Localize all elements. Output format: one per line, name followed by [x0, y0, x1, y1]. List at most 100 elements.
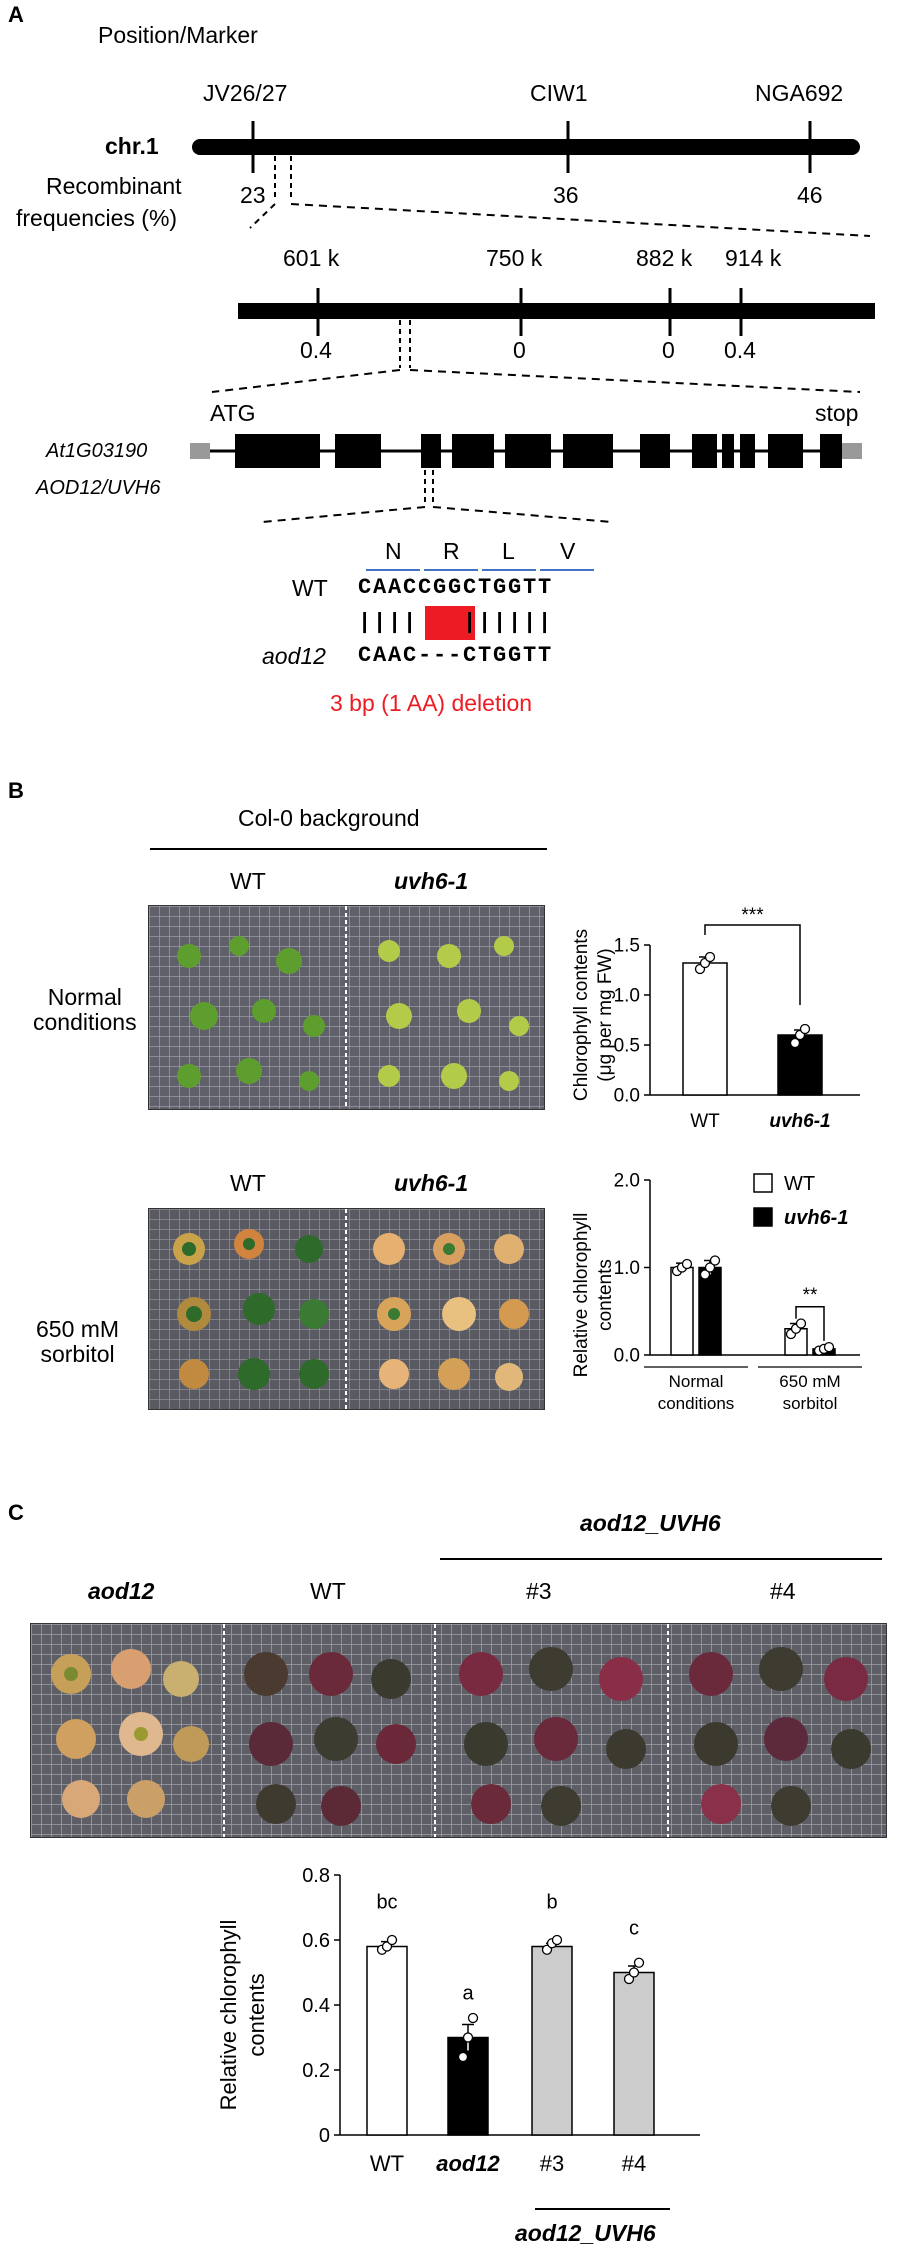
data-point	[799, 1023, 811, 1035]
photo-normal-conditions	[148, 905, 545, 1110]
chart1-ylabel: Chlorophyll contents (μg per mg FW)	[549, 900, 639, 1130]
group-label: conditions	[658, 1394, 735, 1413]
bar	[366, 1945, 408, 2136]
y-tick-label: 1.0	[614, 1258, 640, 1279]
c-col-aod12: aod12	[88, 1578, 155, 1604]
bar	[531, 1945, 573, 2136]
c-header-line	[440, 1558, 882, 1560]
chart3-ylabel: Relative chlorophyll contents	[198, 1870, 288, 2160]
recombinant-label-1: Recombinant	[46, 173, 182, 199]
b-row-sorbitol: 650 mM sorbitol	[36, 1317, 119, 1367]
data-point	[681, 1258, 693, 1270]
chart1-ylabel-text: Chlorophyll contents (μg per mg FW)	[571, 928, 616, 1102]
deletion-note: 3 bp (1 AA) deletion	[330, 690, 533, 716]
photo-complementation	[30, 1623, 887, 1838]
data-point	[709, 1255, 721, 1266]
data-point	[795, 1318, 807, 1329]
y-tick-label: 0.0	[614, 1086, 640, 1107]
col0-background-title: Col-0 background	[238, 805, 420, 831]
fine-freq-4: 0.4	[724, 337, 756, 363]
x-tick-label: WT	[690, 1111, 720, 1132]
significance-label: **	[803, 1285, 818, 1306]
alignment-marks: |||| ||||||	[358, 610, 554, 635]
fine-freq-2: 0	[513, 337, 526, 363]
y-tick-label: 1.0	[614, 986, 640, 1007]
fine-pos-601k: 601 k	[283, 245, 340, 271]
chromosome-1	[192, 121, 871, 237]
b-row-normal: Normal conditions	[33, 985, 137, 1035]
chart2-ylabel: Relative chlorophyll contents	[549, 1180, 639, 1410]
data-point	[699, 1269, 711, 1280]
fine-pos-882k: 882 k	[636, 245, 693, 271]
mut-seq-label: aod12	[262, 643, 326, 669]
y-tick-label: 0.6	[302, 1930, 330, 1952]
data-point	[386, 1934, 398, 1946]
plant-photo-3	[31, 1624, 886, 1837]
data-point	[823, 1341, 835, 1353]
y-tick-label: 0.4	[302, 1995, 330, 2017]
c-xgroup-line	[535, 2208, 670, 2210]
group-label: 650 mM	[779, 1372, 840, 1391]
aa-v: V	[560, 538, 576, 564]
marker-nga692: NGA692	[755, 80, 844, 106]
c-col-4: #4	[770, 1578, 796, 1604]
c-col-wt: WT	[310, 1578, 346, 1604]
chromosome-label: chr.1	[105, 133, 159, 159]
c-xgroup-label: aod12_UVH6	[515, 2220, 656, 2246]
legend-swatch	[753, 1207, 773, 1227]
y-tick-label: 0.2	[302, 2060, 330, 2082]
chr-freq-3: 46	[797, 182, 823, 208]
marker-ciw1: CIW1	[530, 80, 588, 106]
aa-n: N	[385, 538, 402, 564]
x-tick-label: #4	[622, 2151, 646, 2176]
chart3-ylabel-text: Relative chlorophyll contents	[216, 1919, 269, 2111]
y-tick-label: 0.5	[614, 1036, 640, 1057]
significance-bracket	[704, 924, 801, 1005]
gene-name: AOD12/UVH6	[36, 477, 161, 499]
chr-freq-2: 36	[553, 182, 579, 208]
x-tick-label: WT	[370, 2151, 404, 2176]
data-point	[628, 1967, 640, 1978]
gene-model	[190, 434, 862, 523]
genetic-map	[190, 121, 875, 640]
fine-pos-914k: 914 k	[725, 245, 782, 271]
data-point	[467, 2012, 479, 2024]
fine-map	[211, 288, 875, 393]
group-label: Normal	[669, 1372, 724, 1391]
b-col-wt-1: WT	[230, 868, 266, 894]
bar	[698, 1266, 722, 1356]
position-marker-title: Position/Marker	[98, 22, 258, 48]
mut-sequence: CAAC---CTGGTT	[358, 643, 554, 668]
significance-letter: c	[629, 1918, 639, 1940]
data-point	[704, 1262, 716, 1273]
chart2-ylabel-text: Relative chlorophyll contents	[571, 1212, 616, 1378]
x-tick-label: #3	[540, 2151, 564, 2176]
significance-bracket	[795, 1306, 825, 1341]
group-label: sorbitol	[783, 1394, 838, 1413]
stop-label: stop	[815, 400, 859, 426]
x-tick-label: aod12	[436, 2151, 500, 2176]
plant-photo-1	[149, 906, 544, 1109]
significance-label: ***	[741, 905, 764, 926]
panel-letter-a: A	[8, 2, 24, 27]
legend-swatch	[753, 1173, 773, 1193]
fine-freq-3: 0	[662, 337, 675, 363]
panel-letter-c: C	[8, 1500, 24, 1525]
significance-letter: b	[546, 1892, 557, 1914]
bar	[777, 1034, 823, 1096]
chart-relative-chlorophyll-c: 0 0.2 0.4 0.6 0.8 bc WT a aod12 b #3 c #4	[302, 1865, 700, 2176]
wt-seq-label: WT	[292, 575, 328, 601]
data-point	[462, 2032, 474, 2043]
atg-label: ATG	[210, 400, 256, 426]
bar	[670, 1266, 694, 1356]
b-col-wt-2: WT	[230, 1170, 266, 1196]
c-col-3: #3	[526, 1578, 552, 1604]
b-row-sorbitol-text: 650 mM sorbitol	[36, 1316, 120, 1367]
deletion-highlight	[425, 606, 475, 640]
recombinant-label-2: frequencies (%)	[16, 205, 178, 231]
gene-id: At1G03190	[46, 440, 148, 462]
x-tick-label: uvh6-1	[769, 1111, 830, 1132]
fine-freq-1: 0.4	[300, 337, 332, 363]
chart-chlorophyll-contents: 0.0 0.5 1.0 1.5 WT uvh6-1 ***	[614, 905, 860, 1132]
significance-letter: bc	[376, 1892, 397, 1914]
